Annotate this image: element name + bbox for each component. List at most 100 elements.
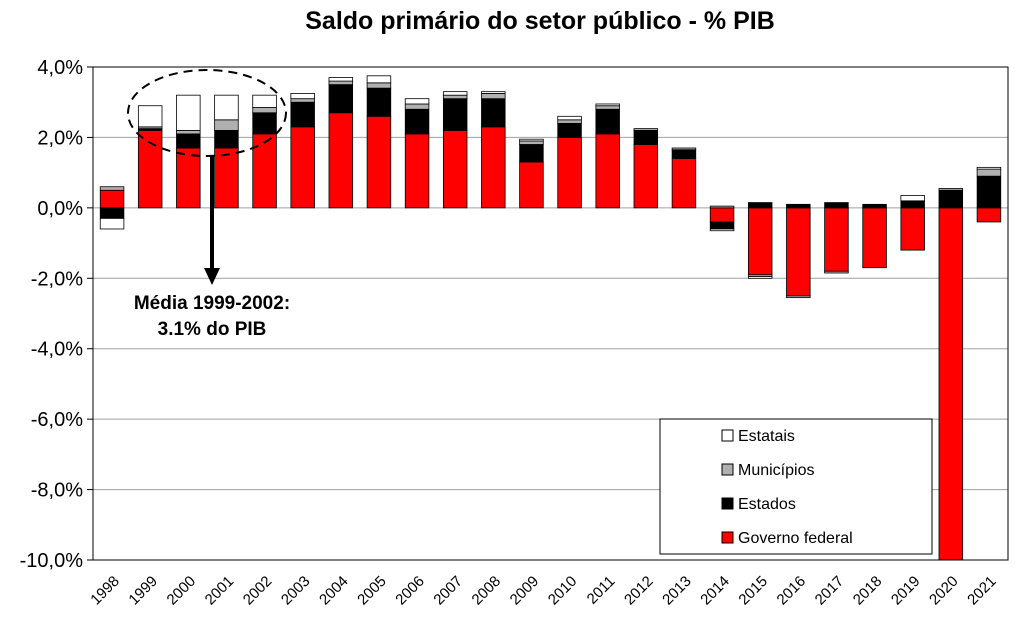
bar-estados-2005 <box>366 87 392 117</box>
bar-municipios-2001 <box>214 119 239 131</box>
x-tick-label: 2021 <box>964 573 1000 609</box>
bar-estatais-2021 <box>976 166 1002 170</box>
bar-estados-2007 <box>442 98 468 131</box>
bar-municipios-2009 <box>519 140 544 145</box>
legend-label: Governo federal <box>738 530 853 547</box>
bar-governo-federal-2003 <box>290 126 315 209</box>
bar-estatais-2015 <box>747 276 773 279</box>
y-tick-label: 4,0% <box>37 57 83 79</box>
y-tick-label: 0,0% <box>37 198 83 220</box>
bar-estatais-2010 <box>557 115 582 121</box>
x-tick-label: 2013 <box>659 573 695 609</box>
legend-swatch <box>721 463 734 476</box>
bar-estatais-2014 <box>709 228 735 232</box>
bar-governo-federal-2013 <box>671 158 697 209</box>
bar-estados-2013 <box>671 149 697 159</box>
bar-governo-federal-2021 <box>976 207 1002 223</box>
bar-governo-federal-2008 <box>481 126 506 209</box>
bar-estados-2021 <box>976 175 1002 209</box>
y-axis-ticks: 4,0% 2,0% 0,0% -2,0% -4,0% -6,0% -8,0% -10,0% <box>20 57 93 572</box>
plot-border <box>92 66 1009 561</box>
bar-estatais-2000 <box>176 94 201 131</box>
bar-governo-federal-2015 <box>747 207 773 276</box>
x-tick-label: 2020 <box>926 573 962 609</box>
bar-municipios-2021 <box>976 168 1002 177</box>
x-tick-label: 2010 <box>545 573 581 609</box>
y-tick-label: -2,0% <box>31 268 83 290</box>
chart-title: Saldo primário do setor público - % PIB <box>305 7 775 35</box>
bar-estados-2018 <box>862 203 887 209</box>
bar-estados-2001 <box>214 129 239 149</box>
x-tick-label: 2018 <box>850 573 886 609</box>
bar-estatais-2001 <box>214 94 239 121</box>
bar-governo-federal-2020 <box>938 207 964 561</box>
bar-municipios-2006 <box>404 103 430 110</box>
annotation-line-1: Média 1999-2002: <box>134 293 290 314</box>
y-tick-label: -6,0% <box>31 409 83 431</box>
x-tick-label: 2014 <box>697 573 733 609</box>
bar-governo-federal-2018 <box>862 207 887 269</box>
bar-governo-federal-2002 <box>252 133 277 209</box>
bar-estados-2019 <box>900 200 925 209</box>
bar-estatais-2005 <box>366 75 392 84</box>
bar-municipios-2020 <box>938 188 964 191</box>
bar-municipios-2003 <box>290 98 315 103</box>
x-tick-label: 1998 <box>87 573 123 609</box>
x-tick-label: 2017 <box>812 573 848 609</box>
bar-estados-2016 <box>786 203 811 209</box>
bar-governo-federal-2006 <box>404 133 430 209</box>
legend-swatch <box>721 531 734 544</box>
bar-estados-2002 <box>252 112 277 135</box>
bar-estatais-2009 <box>519 138 544 142</box>
bar-governo-federal-2017 <box>824 207 849 272</box>
annotation-line-2: 3.1% do PIB <box>158 319 267 340</box>
legend-label: Estados <box>738 496 796 513</box>
legend-label: Estatais <box>738 428 795 445</box>
bar-governo-federal-2011 <box>595 133 620 209</box>
y-tick-label: -10,0% <box>20 550 84 572</box>
bar-municipios-2000 <box>176 129 201 135</box>
x-tick-label: 2007 <box>430 573 466 609</box>
y-tick-label: 2,0% <box>37 127 83 149</box>
bar-estatais-2002 <box>252 94 277 108</box>
bar-estados-2011 <box>595 108 620 135</box>
y-tick-label: -8,0% <box>31 480 83 502</box>
bar-municipios-1998 <box>99 186 125 191</box>
bar-estatais-2019 <box>900 195 925 202</box>
x-tick-label: 2005 <box>354 573 390 609</box>
bar-estados-2009 <box>519 144 544 163</box>
bar-municipios-2002 <box>252 107 277 114</box>
bar-estatais-2004 <box>328 77 354 82</box>
bar-estatais-2003 <box>290 93 315 100</box>
legend-swatch <box>721 497 734 510</box>
x-tick-label: 2003 <box>278 573 314 609</box>
bar-governo-federal-2014 <box>709 207 735 223</box>
bar-governo-federal-2007 <box>442 129 468 209</box>
bar-estados-2020 <box>938 189 964 209</box>
bar-estados-2015 <box>747 202 773 209</box>
x-tick-label: 2000 <box>164 573 200 609</box>
x-axis-ticks: 1998 1999 2000 2001 2002 2003 2004 2005 2006 2007… <box>87 573 999 609</box>
bar-municipios-2017 <box>824 270 849 274</box>
bar-estatais-1998 <box>99 218 125 230</box>
highlight-ellipse <box>127 69 287 157</box>
bar-estatais-2008 <box>481 91 506 94</box>
bar-governo-federal-1998 <box>99 189 125 209</box>
bar-governo-federal-2001 <box>214 147 239 209</box>
x-tick-label: 2008 <box>469 573 505 609</box>
bar-estados-2012 <box>633 129 659 145</box>
bar-estados-2006 <box>404 108 430 135</box>
bar-municipios-2013 <box>671 147 697 151</box>
legend-box <box>659 418 933 555</box>
bar-governo-federal-2019 <box>900 207 925 251</box>
bar-estados-2000 <box>176 133 201 149</box>
legend: Estatais Municípios Estados Governo federal <box>659 418 933 555</box>
gridlines <box>93 136 1008 491</box>
bar-governo-federal-2009 <box>519 161 544 209</box>
legend-label: Municípios <box>738 462 814 479</box>
bar-estados-1998 <box>99 207 125 219</box>
bar-estados-2004 <box>328 84 354 114</box>
legend-swatch <box>721 429 734 442</box>
bar-municipios-2005 <box>366 82 392 89</box>
bar-municipios-2016 <box>786 295 811 299</box>
